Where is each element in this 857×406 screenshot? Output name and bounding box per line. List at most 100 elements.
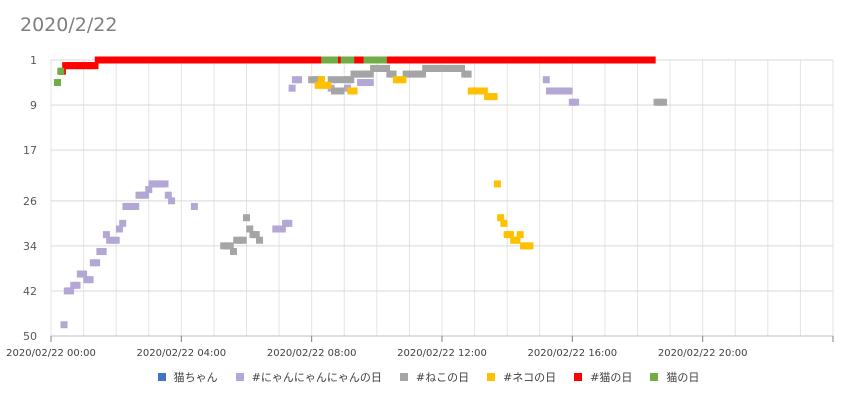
data-point [542,76,550,84]
data-point [278,225,286,233]
chart-title: 2020/2/22 [20,14,118,36]
data-point [86,276,94,284]
legend-swatch [399,373,408,381]
data-point [91,62,99,70]
data-point [102,231,110,239]
x-tick-label: 2020/02/22 20:00 [658,348,748,359]
data-point [317,76,325,84]
data-point [229,248,237,256]
data-point [389,70,397,78]
data-point [399,76,407,84]
data-point [73,281,81,289]
data-point [115,225,123,233]
data-point [660,98,668,106]
data-point [366,70,374,78]
data-point [565,87,573,95]
data-point [418,70,426,78]
data-point [572,98,580,106]
data-point [324,81,332,89]
y-tick-label: 50 [23,330,37,343]
data-point [246,225,254,233]
data-point [67,287,75,295]
data-point [57,67,65,75]
x-tick-label: 2020/02/22 12:00 [397,348,487,359]
legend-item: 猫ちゃん [157,369,218,385]
data-point [516,231,524,239]
y-tick-label: 9 [30,99,37,112]
axes: 1 9 17 26 34 42 50 2020/02/22 00:00 2020/02/22 0… [6,54,834,359]
data-point [112,236,120,244]
data-point [243,214,250,222]
data-point [285,219,293,227]
legend-swatch [650,373,659,381]
legend-label: 猫の日 [666,371,700,384]
legend-label: #猫の日 [590,371,633,384]
data-point [141,191,149,199]
y-tick-label: 34 [23,240,37,253]
x-tick-label: 2020/02/22 08:00 [267,348,357,359]
legend-item: #ネコの日 [487,369,556,385]
data-point [526,242,534,250]
data-point [490,93,498,101]
data-point [288,84,296,92]
data-point [513,236,521,244]
data-point [493,180,501,188]
legend-label: 猫ちゃん [173,371,218,384]
data-point [327,76,335,84]
data-point [295,76,303,84]
legend-item: 猫の日 [650,369,699,385]
legend-item: #にゃんにゃんにゃんの日 [235,369,382,385]
data-point [60,321,68,329]
y-tick-label: 1 [30,54,37,67]
data-point [366,79,374,87]
data-point [330,87,338,95]
data-point [379,56,387,64]
y-tick-label: 26 [23,195,37,208]
data-point [506,231,514,239]
legend: 猫ちゃん #にゃんにゃんにゃんの日 #ねこの日 #ネコの日 #猫の日 猫の日 [0,369,857,385]
x-tick-label: 2020/02/22 16:00 [528,348,618,359]
data-point [256,236,264,244]
legend-item: #猫の日 [574,369,632,385]
data-point [190,202,198,210]
data-marks [54,56,668,329]
data-point [252,231,260,239]
data-point [347,56,355,64]
data-point [464,70,472,78]
data-point [350,87,358,95]
legend-swatch [574,373,583,381]
x-tick-label: 2020/02/22 04:00 [137,348,227,359]
legend-label: #ねこの日 [415,371,470,384]
y-tick-label: 17 [23,144,37,157]
data-point [347,76,355,84]
data-point [648,56,656,64]
data-point [99,248,107,256]
legend-swatch [235,373,244,381]
data-point [54,79,62,87]
data-point [480,87,488,95]
legend-item: #ねこの日 [399,369,470,385]
legend-label: #ネコの日 [503,371,557,384]
y-tick-label: 42 [23,285,37,298]
data-point [383,64,391,72]
data-point [239,236,247,244]
x-tick-label: 2020/02/22 00:00 [6,348,96,359]
data-point [334,76,342,84]
data-point [161,180,169,188]
data-point [80,270,88,278]
data-point [330,56,338,64]
legend-label: #にゃんにゃんにゃんの日 [251,371,382,384]
legend-swatch [157,373,166,381]
data-point [132,202,140,210]
data-point [497,214,505,222]
data-point [337,87,345,95]
data-point [145,186,153,194]
legend-swatch [487,373,496,381]
data-point [314,81,322,89]
data-point [226,242,234,250]
data-point [93,259,101,267]
data-point [500,219,508,227]
data-point [164,191,172,199]
data-point [168,197,176,205]
